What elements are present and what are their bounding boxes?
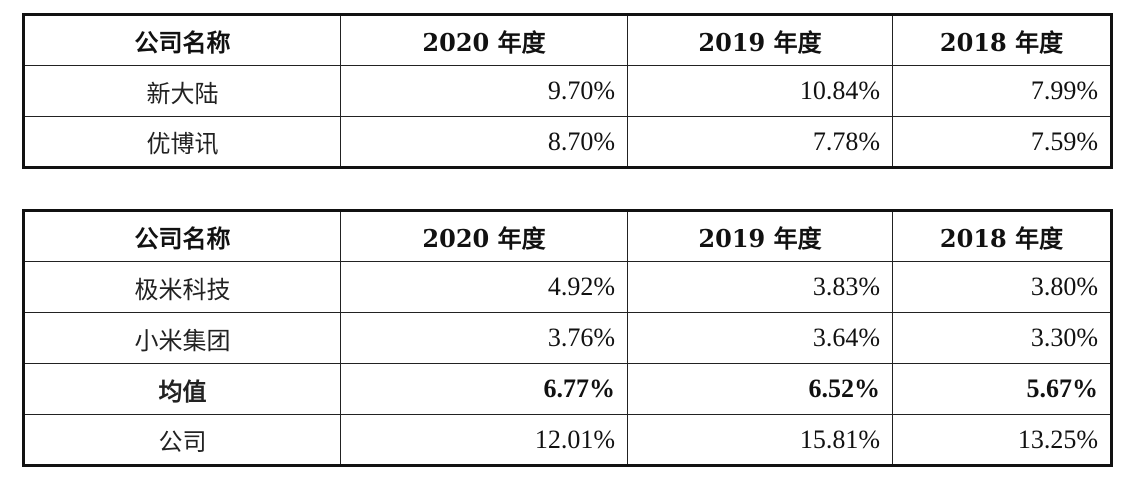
average-row: 均值 6.77% 6.52% 5.67% [23, 363, 1112, 415]
table-header-row: 公司名称 2020 年度 2019 年度 2018 年度 [23, 14, 1112, 66]
header-year-2018: 2018 年度 [892, 14, 1112, 66]
table-row: 极米科技 4.92% 3.83% 3.80% [23, 261, 1112, 313]
header-year-2019: 2019 年度 [627, 14, 893, 66]
header-year-2018: 2018 年度 [892, 210, 1112, 262]
average-2020-cell: 6.77% [340, 363, 628, 415]
table-row: 小米集团 3.76% 3.64% 3.30% [23, 312, 1112, 364]
table-row: 新大陆 9.70% 10.84% 7.99% [23, 65, 1112, 117]
company-name-cell: 公司 [23, 414, 341, 466]
value-2019-cell: 10.84% [627, 65, 893, 117]
header-company-name: 公司名称 [23, 14, 341, 66]
peer-comparison-table-top: 公司名称 2020 年度 2019 年度 2018 年度 新大陆 9.70% 1… [22, 13, 1113, 169]
peer-comparison-table-bottom: 公司名称 2020 年度 2019 年度 2018 年度 极米科技 4.92% … [22, 209, 1113, 467]
value-2019-cell: 3.83% [627, 261, 893, 313]
value-2020-cell: 4.92% [340, 261, 628, 313]
value-2019-cell: 7.78% [627, 116, 893, 168]
header-company-name: 公司名称 [23, 210, 341, 262]
value-2018-cell: 3.80% [892, 261, 1112, 313]
company-name-cell: 优博讯 [23, 116, 341, 168]
value-2018-cell: 7.59% [892, 116, 1112, 168]
value-2020-cell: 8.70% [340, 116, 628, 168]
company-name-cell: 小米集团 [23, 312, 341, 364]
company-name-cell: 新大陆 [23, 65, 341, 117]
company-name-cell: 极米科技 [23, 261, 341, 313]
value-2018-cell: 13.25% [892, 414, 1112, 466]
header-year-2020: 2020 年度 [340, 210, 628, 262]
average-label-cell: 均值 [23, 363, 341, 415]
value-2020-cell: 9.70% [340, 65, 628, 117]
header-year-2020: 2020 年度 [340, 14, 628, 66]
average-2019-cell: 6.52% [627, 363, 893, 415]
table-header-row: 公司名称 2020 年度 2019 年度 2018 年度 [23, 210, 1112, 262]
company-row: 公司 12.01% 15.81% 13.25% [23, 414, 1112, 466]
value-2020-cell: 3.76% [340, 312, 628, 364]
table-row: 优博讯 8.70% 7.78% 7.59% [23, 116, 1112, 168]
value-2018-cell: 3.30% [892, 312, 1112, 364]
value-2018-cell: 7.99% [892, 65, 1112, 117]
value-2019-cell: 3.64% [627, 312, 893, 364]
value-2019-cell: 15.81% [627, 414, 893, 466]
header-year-2019: 2019 年度 [627, 210, 893, 262]
average-2018-cell: 5.67% [892, 363, 1112, 415]
value-2020-cell: 12.01% [340, 414, 628, 466]
